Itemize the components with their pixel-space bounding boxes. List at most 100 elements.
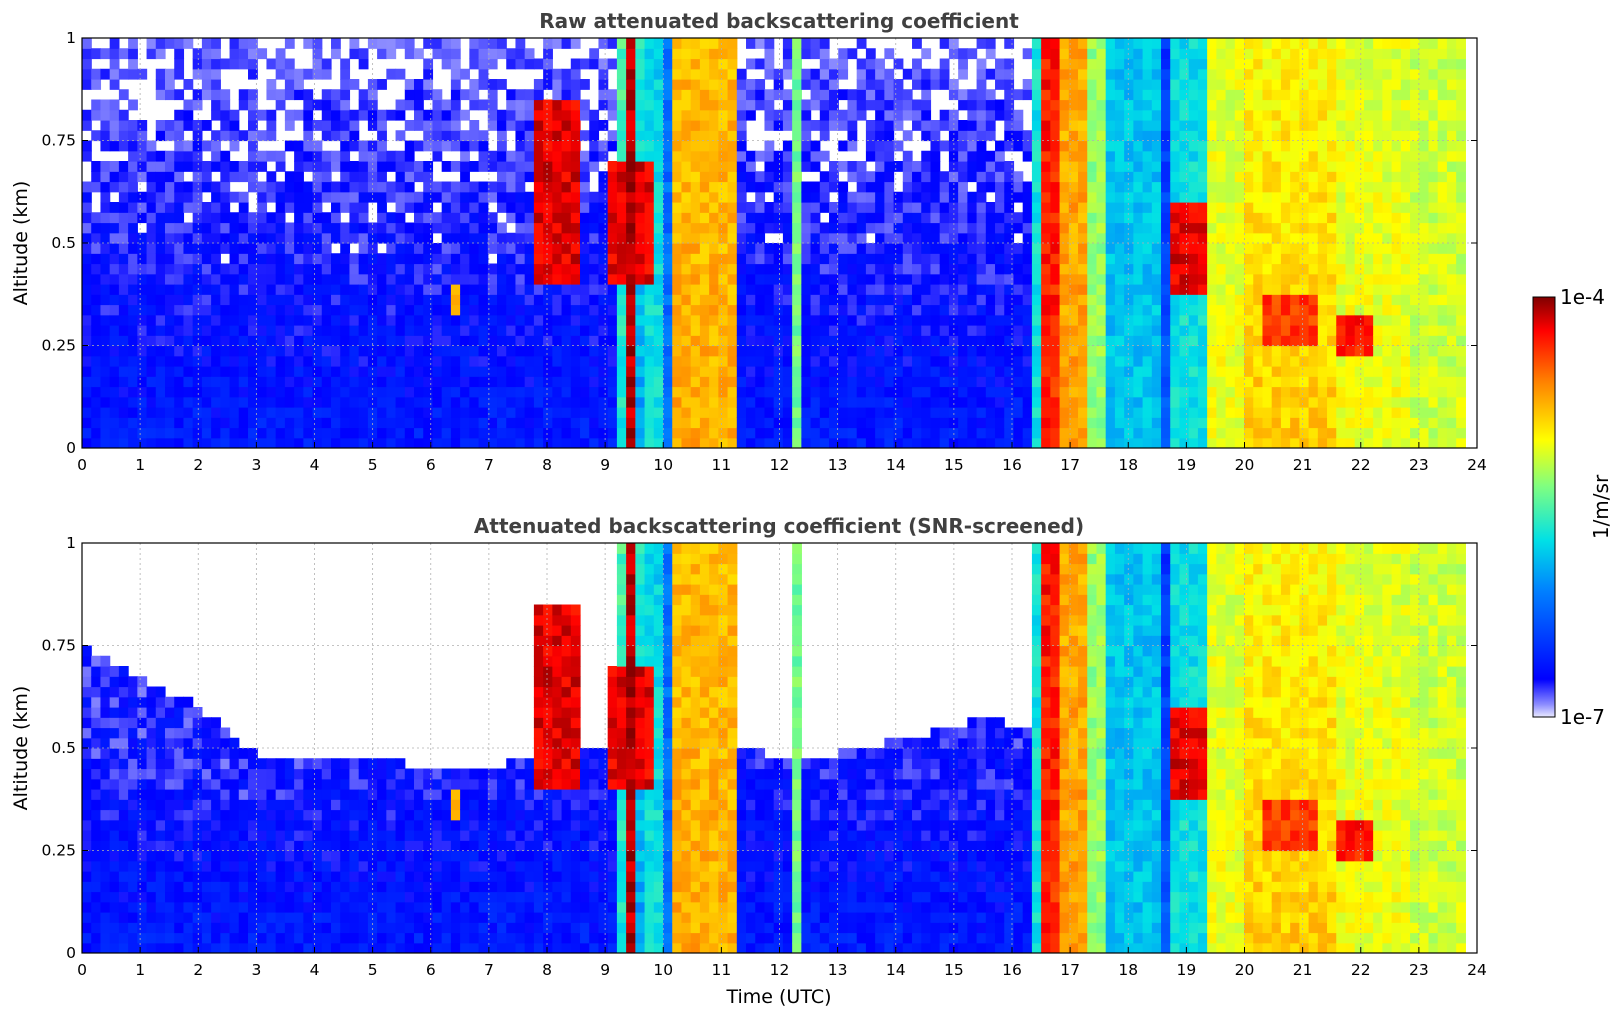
- heatmap-cell: [524, 140, 535, 152]
- heatmap-cell: [469, 386, 480, 398]
- heatmap-cell: [672, 48, 683, 60]
- heatmap-cell: [819, 48, 830, 60]
- heatmap-cell: [1207, 222, 1217, 234]
- heatmap-cell: [773, 294, 784, 306]
- heatmap-cell: [995, 202, 1005, 213]
- heatmap-cell: [450, 130, 461, 142]
- heatmap-cell: [801, 253, 812, 265]
- heatmap-cell: [958, 58, 968, 70]
- heatmap-cell: [118, 222, 129, 234]
- heatmap-cell: [598, 202, 609, 213]
- heatmap-cell: [192, 191, 203, 203]
- heatmap-cell: [884, 325, 895, 336]
- heatmap-cell: [847, 120, 858, 131]
- heatmap-cell: [128, 355, 138, 367]
- heatmap-cell: [847, 294, 858, 306]
- heatmap-cell: [192, 294, 203, 306]
- heatmap-cell: [672, 437, 683, 448]
- heatmap-cell: [1059, 38, 1070, 49]
- heatmap-cell: [275, 325, 286, 336]
- heatmap-cell: [183, 120, 194, 131]
- heatmap-cell: [967, 314, 978, 326]
- heatmap-cell: [432, 294, 443, 306]
- heatmap-cell: [1050, 109, 1061, 121]
- heatmap-cell: [690, 68, 701, 80]
- heatmap-cell: [303, 140, 314, 152]
- heatmap-cell: [921, 294, 932, 306]
- heatmap-cell: [1290, 232, 1300, 244]
- heatmap-cell: [939, 407, 950, 418]
- heatmap-cell: [82, 396, 92, 408]
- heatmap-cell: [423, 304, 434, 316]
- heatmap-cell: [912, 345, 922, 357]
- heatmap-cell: [912, 232, 922, 244]
- heatmap-cell: [100, 304, 111, 316]
- heatmap-cell: [358, 253, 369, 265]
- heatmap-cell: [792, 109, 802, 121]
- heatmap-cell: [607, 437, 618, 448]
- heatmap-cell: [533, 273, 544, 285]
- heatmap-cell: [589, 345, 600, 357]
- heatmap-cell: [838, 89, 849, 101]
- heatmap-cell: [1299, 427, 1310, 439]
- heatmap-cell: [727, 79, 738, 90]
- heatmap-cell: [792, 263, 802, 275]
- heatmap-cell: [1105, 376, 1116, 388]
- heatmap-cell: [321, 263, 332, 275]
- heatmap-cell: [782, 253, 793, 265]
- heatmap-cell: [533, 120, 544, 131]
- heatmap-cell: [792, 181, 802, 193]
- heatmap-cell: [1225, 376, 1236, 388]
- heatmap-cell: [1327, 355, 1337, 367]
- heatmap-cell: [1013, 417, 1024, 429]
- heatmap-cell: [1022, 202, 1033, 213]
- heatmap-cell: [303, 427, 314, 439]
- heatmap-cell: [902, 161, 913, 172]
- heatmap-cell: [948, 407, 959, 418]
- heatmap-cell: [967, 407, 978, 418]
- heatmap-cell: [284, 396, 295, 408]
- heatmap-cell: [1031, 150, 1042, 162]
- heatmap-cell: [709, 427, 719, 439]
- heatmap-cell: [995, 161, 1005, 172]
- heatmap-cell: [1078, 376, 1088, 388]
- heatmap-cell: [875, 386, 885, 398]
- heatmap-cell: [893, 376, 904, 388]
- heatmap-cell: [497, 130, 507, 142]
- heatmap-cell: [1317, 232, 1328, 244]
- heatmap-cell: [128, 253, 138, 265]
- heatmap-cell: [229, 171, 240, 183]
- heatmap-cell: [118, 345, 129, 357]
- heatmap-cell: [1234, 325, 1245, 336]
- heatmap-cell: [801, 427, 812, 439]
- heatmap-cell: [201, 140, 212, 152]
- heatmap-cell: [1151, 109, 1162, 121]
- heatmap-cell: [580, 79, 590, 90]
- heatmap-cell: [386, 427, 397, 439]
- heatmap-cell: [616, 243, 627, 254]
- heatmap-cell: [404, 232, 415, 244]
- heatmap-cell: [893, 304, 904, 316]
- heatmap-cell: [321, 273, 332, 285]
- heatmap-cell: [487, 120, 498, 131]
- heatmap-cell: [478, 417, 489, 429]
- heatmap-cell: [764, 396, 775, 408]
- heatmap-cell: [118, 191, 129, 203]
- heatmap-cell: [340, 191, 351, 203]
- heatmap-cell: [1170, 212, 1181, 224]
- heatmap-cell: [1031, 38, 1042, 49]
- heatmap-cell: [450, 161, 461, 172]
- heatmap-cell: [524, 263, 535, 275]
- heatmap-cell: [782, 396, 793, 408]
- heatmap-cell: [128, 181, 138, 193]
- heatmap-cell: [183, 79, 194, 90]
- heatmap-cell: [1013, 284, 1024, 295]
- heatmap-cell: [515, 232, 526, 244]
- heatmap-cell: [1317, 202, 1328, 213]
- heatmap-cell: [441, 263, 452, 275]
- heatmap-cell: [672, 140, 683, 152]
- heatmap-cell: [257, 355, 268, 367]
- heatmap-cell: [1124, 171, 1134, 183]
- heatmap-cell: [1059, 140, 1070, 152]
- heatmap-cell: [644, 253, 655, 265]
